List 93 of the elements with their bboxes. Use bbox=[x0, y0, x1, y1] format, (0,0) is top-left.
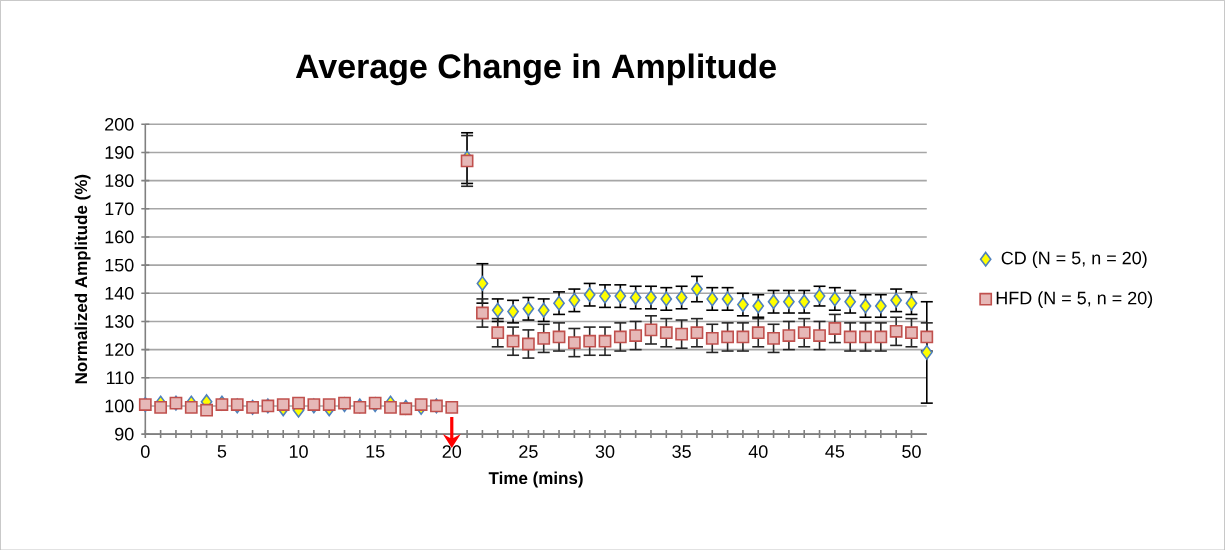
y-tick-label: 170 bbox=[105, 202, 134, 215]
x-tick-label: 35 bbox=[672, 444, 691, 458]
point bbox=[675, 327, 689, 341]
x-tick-label: 40 bbox=[748, 444, 768, 458]
y-tick-label: 90 bbox=[115, 427, 134, 441]
point bbox=[384, 400, 397, 414]
point bbox=[154, 400, 168, 414]
point bbox=[767, 293, 780, 310]
point bbox=[184, 400, 198, 414]
x-axis-title: Time (mins) bbox=[488, 471, 583, 488]
point bbox=[521, 337, 535, 351]
point bbox=[859, 330, 872, 344]
y-tick-label: 110 bbox=[106, 371, 134, 384]
point bbox=[645, 289, 657, 305]
point bbox=[583, 334, 597, 348]
point bbox=[737, 296, 749, 312]
x-tick-label: 45 bbox=[825, 444, 845, 458]
x-tick-label: 50 bbox=[902, 444, 921, 458]
y-tick-label: 160 bbox=[105, 230, 134, 244]
point bbox=[292, 396, 305, 410]
point bbox=[613, 330, 627, 344]
point bbox=[797, 326, 811, 339]
point bbox=[522, 300, 535, 317]
point bbox=[782, 328, 796, 342]
point bbox=[507, 303, 519, 319]
point bbox=[322, 397, 336, 411]
legend-label: HFD (N = 5, n = 20) bbox=[996, 290, 1153, 308]
point bbox=[782, 293, 795, 310]
point bbox=[614, 288, 627, 304]
point bbox=[920, 344, 933, 360]
y-tick-label: 180 bbox=[105, 174, 134, 187]
point bbox=[599, 288, 611, 304]
point bbox=[874, 330, 888, 344]
point bbox=[767, 331, 780, 345]
point bbox=[705, 331, 719, 345]
legend-label: CD (N = 5, n = 20) bbox=[1001, 250, 1147, 268]
point bbox=[537, 302, 550, 318]
point bbox=[476, 306, 489, 320]
point bbox=[752, 298, 765, 314]
y-tick-label: 120 bbox=[105, 343, 134, 356]
point bbox=[414, 397, 428, 411]
x-tick-label: 5 bbox=[217, 444, 227, 458]
x-tick-label: 10 bbox=[289, 444, 308, 458]
x-tick-label: 15 bbox=[366, 444, 385, 458]
point bbox=[491, 302, 504, 318]
point bbox=[660, 291, 673, 307]
point bbox=[798, 293, 811, 310]
y-tick-label: 200 bbox=[105, 117, 134, 131]
point bbox=[583, 286, 596, 303]
point bbox=[691, 281, 703, 297]
y-tick-label: 190 bbox=[105, 145, 134, 159]
point bbox=[905, 326, 918, 339]
point bbox=[553, 295, 565, 311]
point bbox=[476, 275, 489, 291]
point bbox=[828, 321, 842, 335]
point bbox=[890, 292, 903, 308]
point bbox=[721, 291, 734, 307]
point bbox=[751, 326, 765, 339]
y-tick-label: 140 bbox=[105, 286, 134, 300]
point bbox=[491, 326, 505, 339]
point bbox=[706, 291, 719, 307]
y-axis-title: Normalized Amplitude (%) bbox=[74, 174, 91, 384]
point bbox=[813, 328, 826, 342]
point bbox=[874, 298, 887, 314]
point bbox=[690, 326, 704, 339]
x-tick-label: 0 bbox=[140, 444, 150, 458]
point bbox=[905, 295, 918, 311]
point bbox=[859, 298, 872, 314]
x-tick-label: 25 bbox=[519, 444, 538, 458]
point bbox=[721, 330, 734, 344]
point bbox=[889, 324, 903, 338]
point bbox=[506, 334, 520, 348]
point bbox=[598, 334, 612, 348]
point bbox=[568, 292, 581, 308]
point bbox=[844, 293, 857, 310]
point bbox=[675, 289, 688, 305]
point bbox=[828, 291, 841, 307]
x-tick-label: 30 bbox=[595, 444, 615, 458]
y-tick-label: 100 bbox=[105, 399, 134, 413]
point bbox=[629, 289, 642, 305]
point bbox=[567, 335, 581, 349]
chart-title: Average Change in Amplitude bbox=[295, 53, 776, 86]
point bbox=[537, 331, 551, 345]
point bbox=[629, 328, 643, 342]
x-tick-label: 20 bbox=[442, 444, 462, 458]
point bbox=[276, 397, 290, 411]
point bbox=[920, 330, 934, 344]
y-tick-label: 150 bbox=[105, 258, 134, 272]
point bbox=[200, 403, 213, 417]
point bbox=[445, 400, 459, 414]
point bbox=[659, 326, 673, 339]
y-tick-label: 130 bbox=[105, 314, 134, 328]
point bbox=[843, 330, 857, 344]
